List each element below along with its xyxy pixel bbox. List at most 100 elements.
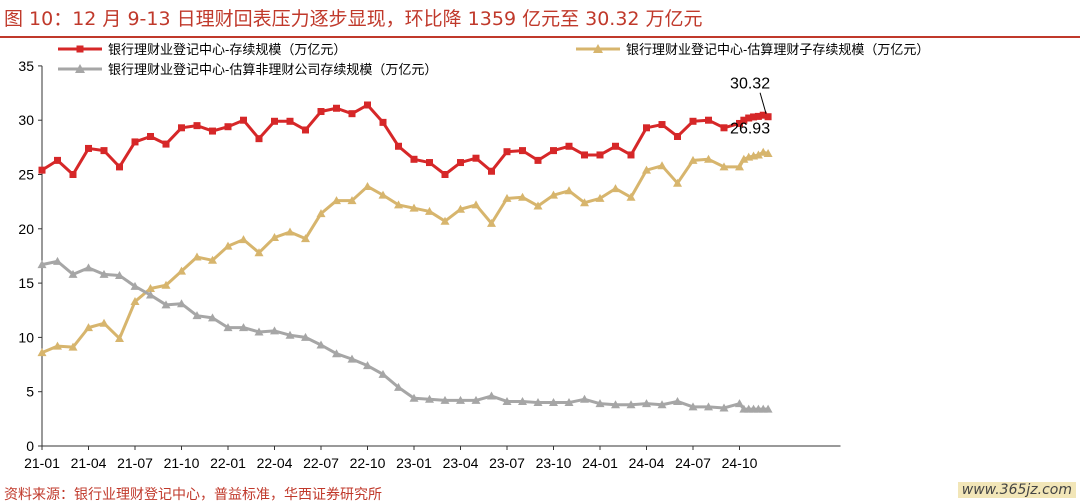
legend: 银行理财业登记中心-存续规模（万亿元） 银行理财业登记中心-估算理财子存续规模（万…: [58, 42, 929, 77]
data-point: [564, 398, 574, 407]
legend-marker: [76, 45, 84, 53]
data-point: [316, 209, 326, 218]
data-point: [533, 201, 543, 210]
data-point: [285, 227, 295, 236]
data-point: [565, 142, 573, 150]
data-point: [99, 269, 109, 278]
data-point: [456, 395, 465, 404]
data-point: [223, 323, 233, 332]
data-point: [440, 216, 450, 225]
data-point: [425, 206, 434, 215]
data-point: [100, 147, 108, 155]
data-point: [223, 241, 233, 250]
data-point: [658, 121, 666, 129]
data-point: [673, 396, 682, 405]
x-tick-label: 23-10: [536, 455, 572, 471]
series-layer: 30.32 26.93: [37, 76, 773, 413]
data-point: [54, 156, 61, 164]
data-point: [533, 398, 543, 407]
data-point: [192, 252, 202, 261]
data-point: [626, 400, 636, 409]
data-point: [580, 198, 589, 207]
data-point: [549, 398, 558, 407]
data-point: [130, 281, 140, 290]
data-point: [84, 323, 93, 332]
source-note: 资料来源：银行业理财登记中心，普益标准，华西证券研究所: [4, 487, 382, 503]
data-point: [596, 151, 604, 159]
data-point: [642, 165, 651, 174]
data-point: [627, 151, 635, 159]
data-point: [657, 161, 667, 170]
data-point: [161, 300, 171, 309]
data-point: [239, 235, 248, 244]
watermark: www.365jz.com: [957, 482, 1076, 498]
data-point: [735, 162, 744, 171]
data-point: [146, 284, 155, 293]
data-point: [595, 399, 605, 408]
data-point: [37, 260, 47, 269]
data-point: [178, 124, 185, 132]
data-point: [745, 114, 753, 122]
x-tick-label: 22-10: [350, 455, 386, 471]
x-tick-label: 24-01: [582, 455, 618, 471]
data-point: [534, 156, 542, 164]
series-1: 30.32: [38, 76, 772, 178]
data-point: [519, 147, 526, 155]
data-point: [53, 256, 62, 265]
data-point: [271, 117, 278, 125]
data-point: [301, 332, 310, 341]
y-tick-label: 20: [18, 221, 34, 237]
data-point: [595, 193, 605, 202]
axes: 0 5 10 15 20 25 30 35 21-01 21-04 21-07 21-10 22-01 2…: [18, 58, 841, 471]
data-point: [85, 144, 92, 152]
x-tick-label: 22-01: [210, 455, 246, 471]
legend-label: 银行理财业登记中心-估算理财子存续规模（万亿元）: [626, 42, 929, 57]
data-point: [754, 112, 762, 120]
data-point: [409, 203, 419, 212]
data-point: [750, 113, 758, 121]
data-point: [410, 155, 418, 163]
series-3: [37, 256, 773, 413]
data-point: [395, 142, 402, 150]
data-point: [255, 135, 263, 143]
data-point: [425, 394, 434, 403]
data-point: [394, 382, 403, 391]
data-point: [753, 150, 763, 159]
x-tick-label: 21-07: [117, 455, 153, 471]
data-point: [285, 330, 295, 339]
x-tick-label: 23-07: [489, 455, 525, 471]
data-point: [518, 396, 527, 405]
x-tick-label: 21-04: [71, 455, 107, 471]
data-point: [116, 163, 123, 171]
data-point: [564, 186, 574, 195]
y-tick-label: 15: [18, 275, 34, 291]
data-point: [643, 124, 650, 132]
data-point: [332, 349, 341, 358]
data-point: [161, 280, 171, 289]
data-point: [440, 395, 450, 404]
data-point: [270, 326, 279, 335]
data-point: [146, 290, 155, 299]
y-tick-label: 10: [18, 329, 34, 345]
series-line: [41, 259, 769, 411]
data-point: [688, 155, 698, 164]
data-point: [471, 395, 481, 404]
label-leader-line: [759, 92, 767, 114]
data-point: [394, 200, 403, 209]
data-point: [333, 104, 340, 112]
data-point: [502, 193, 512, 202]
data-point: [147, 132, 154, 140]
data-point: [764, 113, 772, 121]
data-point: [487, 391, 496, 400]
data-point: [581, 151, 588, 159]
data-point: [740, 116, 748, 124]
data-point: [657, 400, 667, 409]
data-point: [193, 122, 201, 130]
x-tick-label: 22-04: [257, 455, 293, 471]
legend-marker: [593, 44, 603, 53]
x-tick-label: 24-07: [675, 455, 711, 471]
legend-label: 银行理财业登记中心-存续规模（万亿元）: [108, 42, 346, 57]
data-point: [224, 123, 232, 131]
data-point: [363, 181, 372, 190]
data-point: [426, 159, 433, 167]
